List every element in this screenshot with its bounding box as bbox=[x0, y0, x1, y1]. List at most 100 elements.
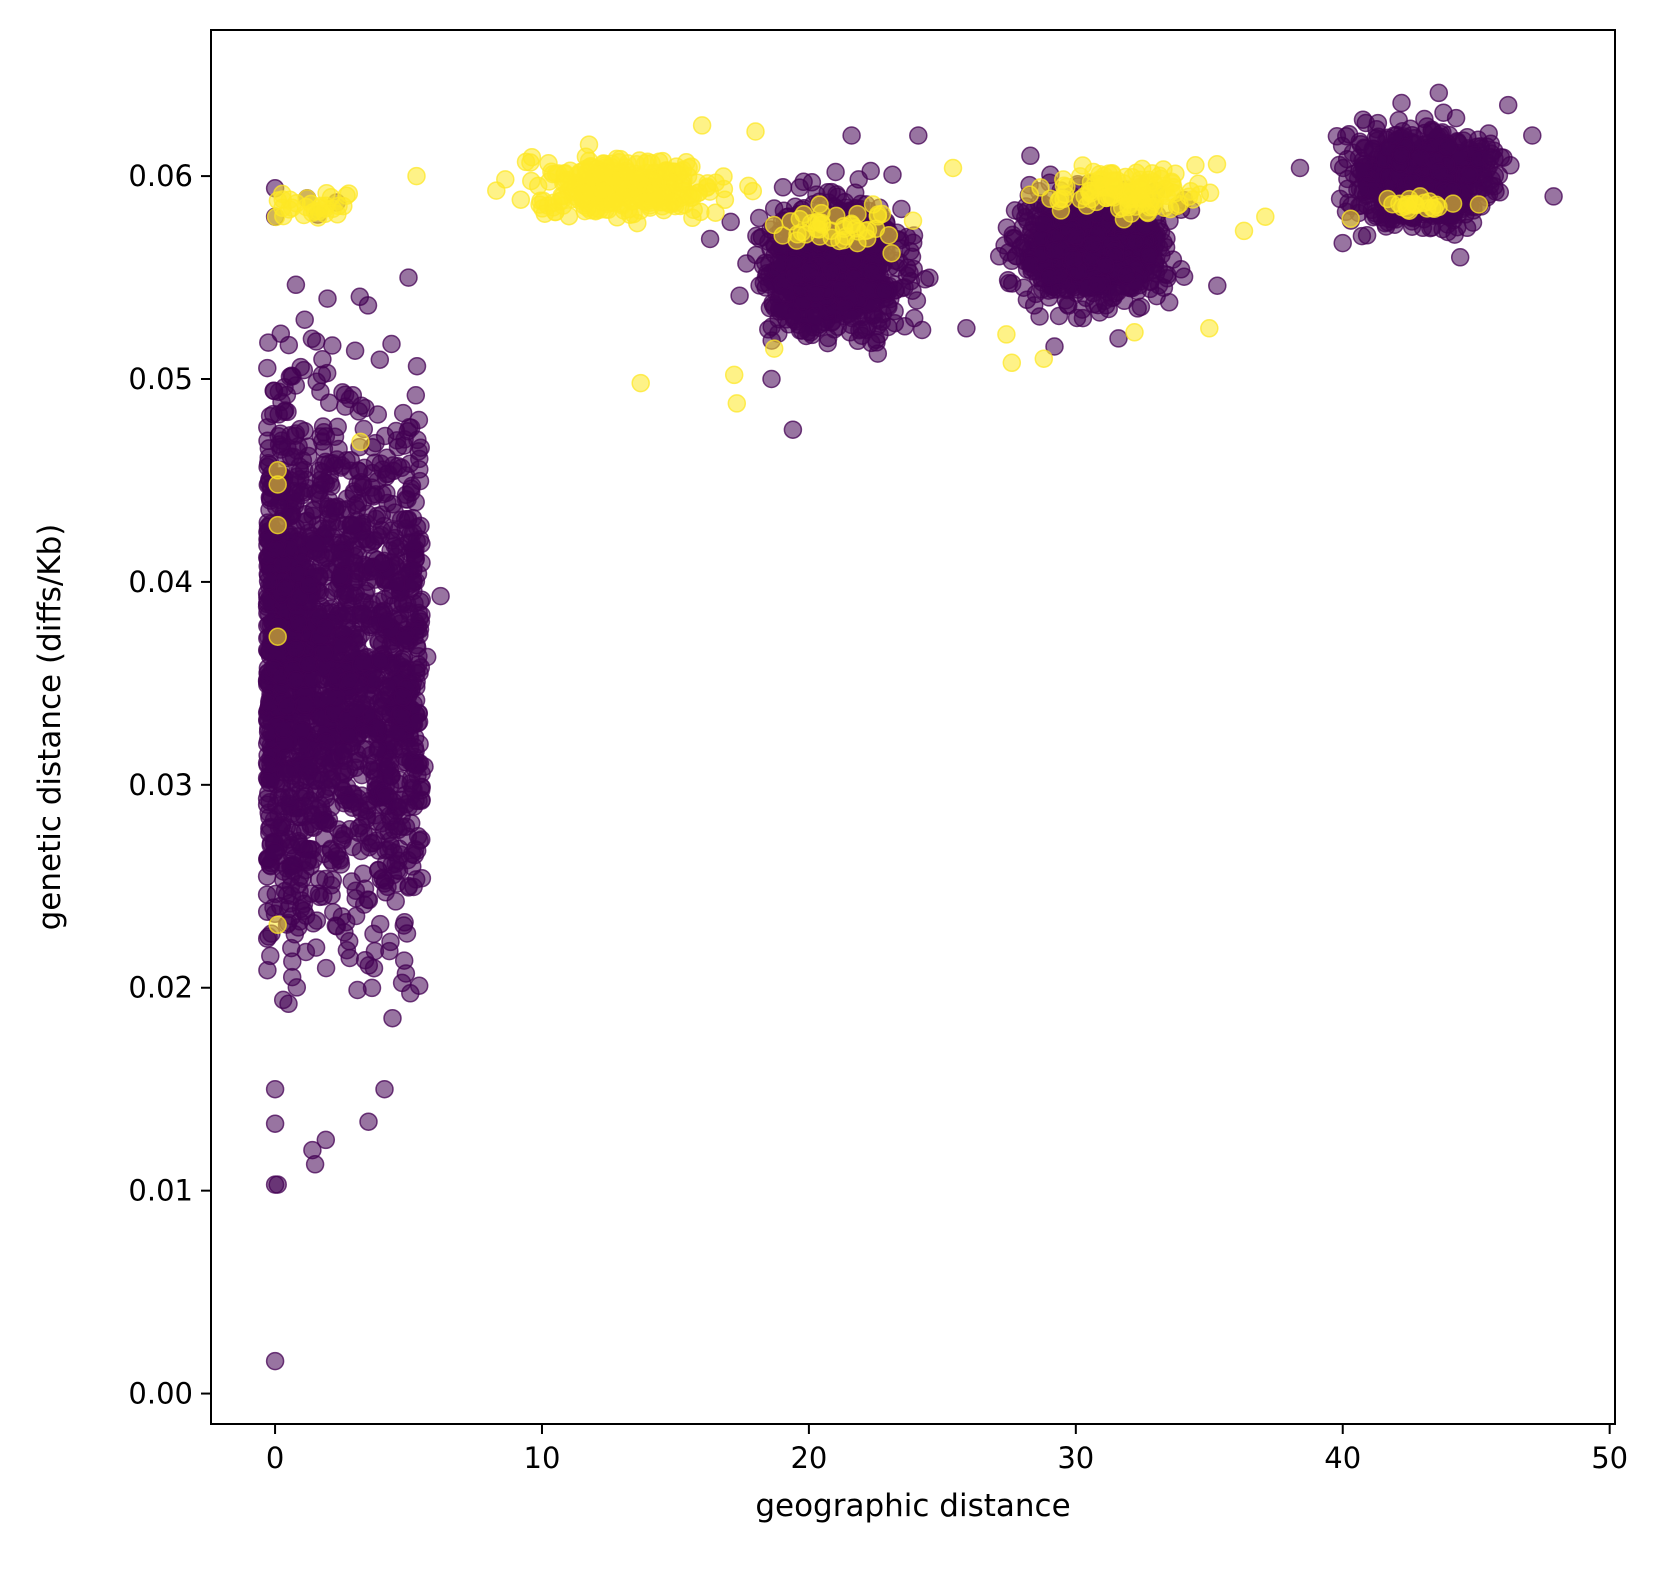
data-point-group-0 bbox=[284, 447, 304, 467]
data-point-group-0 bbox=[347, 698, 366, 718]
data-point-group-0 bbox=[365, 530, 384, 550]
data-point-group-0 bbox=[318, 289, 337, 308]
data-point-group-0 bbox=[845, 183, 865, 202]
data-point-group-0 bbox=[382, 334, 401, 354]
data-point-group-0 bbox=[299, 575, 319, 595]
data-point-group-0 bbox=[1083, 234, 1102, 253]
data-point-group-0 bbox=[1117, 265, 1136, 285]
data-point-group-0 bbox=[915, 270, 935, 289]
data-point-group-1 bbox=[516, 152, 536, 172]
data-point-group-1 bbox=[848, 204, 867, 224]
data-point-group-0 bbox=[385, 536, 405, 556]
data-point-group-0 bbox=[275, 579, 295, 598]
data-point-group-0 bbox=[372, 505, 392, 524]
data-point-group-0 bbox=[350, 287, 370, 307]
data-point-group-0 bbox=[1096, 256, 1115, 275]
data-point-group-1 bbox=[882, 243, 901, 263]
data-point-group-0 bbox=[756, 278, 775, 297]
data-point-group-0 bbox=[1021, 146, 1040, 166]
data-point-group-0 bbox=[1450, 248, 1470, 267]
data-point-group-0 bbox=[341, 794, 361, 813]
data-point-group-1 bbox=[1341, 209, 1360, 228]
data-point-group-1 bbox=[268, 475, 287, 494]
data-point-group-1 bbox=[334, 196, 353, 216]
data-point-group-1 bbox=[724, 365, 744, 385]
data-point-group-0 bbox=[393, 687, 413, 707]
data-point-group-0 bbox=[333, 635, 352, 655]
data-point-group-0 bbox=[700, 229, 720, 249]
data-point-group-1 bbox=[810, 195, 829, 214]
data-point-group-0 bbox=[1046, 241, 1065, 261]
data-point-group-0 bbox=[821, 262, 841, 281]
data-point-group-1 bbox=[692, 116, 712, 135]
data-point-group-1 bbox=[1137, 202, 1157, 222]
data-point-group-0 bbox=[357, 809, 376, 829]
data-point-group-0 bbox=[1367, 119, 1386, 139]
data-point-group-1 bbox=[1390, 194, 1409, 213]
data-point-group-0 bbox=[874, 281, 894, 301]
data-point-group-0 bbox=[268, 643, 287, 663]
data-point-group-0 bbox=[304, 914, 323, 933]
data-point-group-1 bbox=[1154, 160, 1173, 179]
data-point-group-0 bbox=[1350, 179, 1370, 199]
data-point-group-0 bbox=[257, 789, 277, 808]
data-point-group-0 bbox=[282, 967, 302, 987]
data-point-group-0 bbox=[394, 648, 414, 667]
data-point-group-1 bbox=[1122, 179, 1141, 198]
data-point-group-0 bbox=[1128, 299, 1147, 318]
data-point-group-1 bbox=[268, 515, 287, 535]
data-point-group-0 bbox=[904, 308, 924, 328]
data-point-group-0 bbox=[402, 533, 421, 552]
data-point-group-0 bbox=[368, 405, 388, 424]
data-point-group-0 bbox=[401, 418, 421, 437]
data-point-group-1 bbox=[407, 166, 426, 186]
data-point-group-1 bbox=[1186, 156, 1205, 175]
data-point-group-0 bbox=[318, 519, 338, 539]
data-point-group-1 bbox=[1002, 353, 1022, 373]
data-point-group-0 bbox=[306, 938, 326, 957]
data-point-group-0 bbox=[268, 1175, 287, 1194]
data-point-group-0 bbox=[274, 720, 293, 739]
data-point-group-1 bbox=[746, 122, 765, 141]
data-point-group-0 bbox=[806, 284, 825, 304]
data-point-group-0 bbox=[265, 1351, 285, 1371]
data-point-group-0 bbox=[275, 401, 295, 420]
data-point-group-0 bbox=[359, 724, 379, 743]
data-point-group-0 bbox=[370, 350, 390, 369]
data-point-group-0 bbox=[1544, 187, 1563, 206]
data-point-group-0 bbox=[359, 1112, 378, 1131]
data-point-group-1 bbox=[664, 173, 684, 193]
data-point-group-0 bbox=[1481, 147, 1500, 167]
data-point-group-0 bbox=[773, 178, 793, 197]
data-point-group-0 bbox=[319, 393, 339, 412]
data-point-group-1 bbox=[1256, 207, 1275, 226]
data-point-group-0 bbox=[395, 913, 414, 932]
data-point-group-0 bbox=[258, 960, 277, 980]
data-point-group-0 bbox=[1429, 83, 1449, 103]
data-point-group-0 bbox=[721, 212, 740, 232]
data-point-group-0 bbox=[301, 856, 320, 876]
data-point-group-0 bbox=[1049, 306, 1069, 326]
data-point-group-0 bbox=[1523, 126, 1542, 145]
data-point-group-0 bbox=[1088, 295, 1108, 315]
data-point-group-1 bbox=[1090, 170, 1109, 189]
y-tick-label: 0.00 bbox=[128, 1377, 193, 1411]
y-tick-label: 0.04 bbox=[128, 565, 193, 599]
data-point-group-0 bbox=[392, 458, 411, 478]
data-point-group-1 bbox=[619, 200, 638, 219]
data-point-group-0 bbox=[380, 941, 399, 961]
data-point-group-0 bbox=[289, 834, 309, 853]
data-point-group-0 bbox=[1006, 246, 1026, 266]
data-point-group-0 bbox=[730, 286, 749, 305]
data-point-group-1 bbox=[647, 190, 667, 210]
data-point-group-0 bbox=[322, 876, 341, 895]
data-point-group-0 bbox=[1109, 329, 1128, 348]
plot-points bbox=[257, 83, 1563, 1371]
data-point-group-0 bbox=[415, 757, 434, 776]
data-point-group-0 bbox=[299, 757, 318, 777]
data-point-group-0 bbox=[1438, 137, 1458, 156]
data-point-group-0 bbox=[1401, 119, 1420, 139]
data-point-group-1 bbox=[675, 195, 694, 214]
data-point-group-0 bbox=[336, 548, 355, 568]
data-point-group-0 bbox=[1108, 282, 1128, 302]
